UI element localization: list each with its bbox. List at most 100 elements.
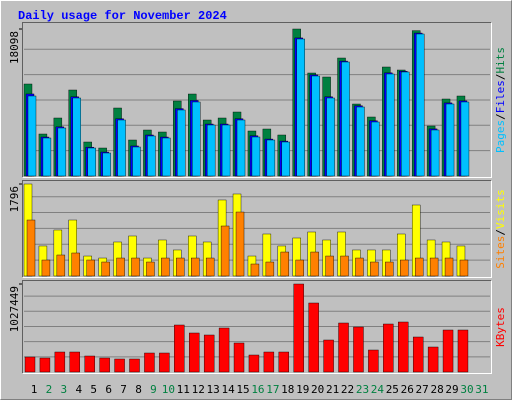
- legend-entry: KBytes: [494, 307, 507, 347]
- bar: [398, 321, 409, 373]
- panel-bevel-dark: [22, 280, 492, 374]
- bar: [54, 351, 66, 373]
- bar: [101, 261, 110, 277]
- bar: [311, 75, 320, 177]
- x-tick-label: 16: [251, 383, 264, 396]
- x-tick-label: 24: [371, 383, 385, 396]
- bar: [457, 329, 469, 373]
- y-tick-label: 1796: [8, 186, 21, 213]
- panel-bevel-light: [22, 22, 492, 178]
- bar: [129, 358, 140, 373]
- x-tick-label: 13: [207, 383, 220, 396]
- x-tick-label: 2: [46, 383, 53, 396]
- bar: [371, 121, 380, 177]
- bar: [131, 257, 140, 277]
- bar: [278, 351, 290, 373]
- bar: [430, 129, 440, 177]
- x-tick-label: 10: [162, 383, 175, 396]
- bar: [114, 358, 125, 373]
- x-tick-label: 28: [430, 383, 443, 396]
- y-tick-label: 18098: [8, 31, 21, 64]
- bar: [56, 254, 66, 277]
- bar: [42, 137, 52, 177]
- x-tick-label: 30: [460, 383, 473, 396]
- legend-separator: /: [494, 74, 507, 81]
- panel-bevel-light: [22, 280, 492, 374]
- bar: [189, 332, 200, 373]
- bar: [326, 97, 335, 177]
- bar: [401, 71, 410, 177]
- x-tick-label: 3: [61, 383, 68, 396]
- x-tick-label: 15: [236, 383, 249, 396]
- bar: [146, 261, 155, 277]
- bar: [102, 152, 111, 177]
- legend-entry: Visits: [494, 189, 507, 229]
- x-tick-label: 8: [135, 383, 142, 396]
- bar: [445, 103, 455, 177]
- x-tick-label: 11: [177, 383, 190, 396]
- bar: [116, 257, 125, 277]
- x-tick-label: 1: [31, 383, 38, 396]
- bar: [26, 219, 36, 277]
- bar: [205, 257, 215, 277]
- bar: [57, 127, 67, 177]
- bar: [355, 257, 364, 277]
- x-tick-label: 6: [105, 383, 112, 396]
- legend-entry: Pages: [494, 120, 507, 153]
- bar: [296, 38, 305, 177]
- legend-separator: /: [494, 113, 507, 120]
- bar: [353, 326, 364, 373]
- x-tick-label: 5: [90, 383, 97, 396]
- x-tick-label: 17: [266, 383, 279, 396]
- bar: [162, 137, 171, 177]
- bar: [340, 255, 349, 277]
- bar: [429, 257, 439, 277]
- bar: [41, 259, 51, 277]
- bar: [206, 124, 216, 177]
- bar: [385, 261, 394, 277]
- chart-title: Daily usage for November 2024: [18, 9, 227, 23]
- bar: [159, 352, 170, 373]
- bar: [27, 95, 37, 177]
- legend: Sites/Visits: [494, 189, 507, 269]
- bar: [383, 323, 394, 373]
- bar: [386, 73, 395, 177]
- bar: [427, 346, 439, 373]
- bar: [310, 251, 319, 277]
- bar: [161, 257, 170, 277]
- legend-entry: Hits: [494, 47, 507, 74]
- panel-bevel-dark: [22, 180, 492, 278]
- x-tick-label: 12: [192, 383, 205, 396]
- bar: [251, 136, 261, 177]
- legend-separator: /: [494, 229, 507, 236]
- bar: [39, 357, 51, 373]
- x-tick-label: 18: [281, 383, 294, 396]
- bar: [235, 211, 245, 277]
- bar: [233, 342, 245, 373]
- x-tick-label: 4: [75, 383, 82, 396]
- bar: [412, 336, 424, 373]
- x-tick-label: 21: [326, 383, 339, 396]
- bar: [87, 147, 96, 177]
- bar: [99, 357, 110, 373]
- legend: KBytes: [494, 307, 507, 347]
- bar: [144, 352, 155, 373]
- bar: [338, 322, 349, 373]
- bar: [281, 141, 291, 177]
- bar: [84, 355, 95, 373]
- bar: [221, 124, 231, 177]
- bar: [414, 257, 424, 277]
- bar: [368, 349, 379, 373]
- bar: [263, 351, 275, 373]
- bar: [266, 139, 276, 177]
- bar: [220, 225, 230, 277]
- panel-bevel-dark: [22, 22, 492, 178]
- x-tick-label: 27: [416, 383, 429, 396]
- bar: [176, 257, 185, 277]
- bar: [323, 339, 334, 373]
- bar: [218, 327, 230, 373]
- x-tick-label: 31: [475, 383, 488, 396]
- bar: [250, 263, 260, 277]
